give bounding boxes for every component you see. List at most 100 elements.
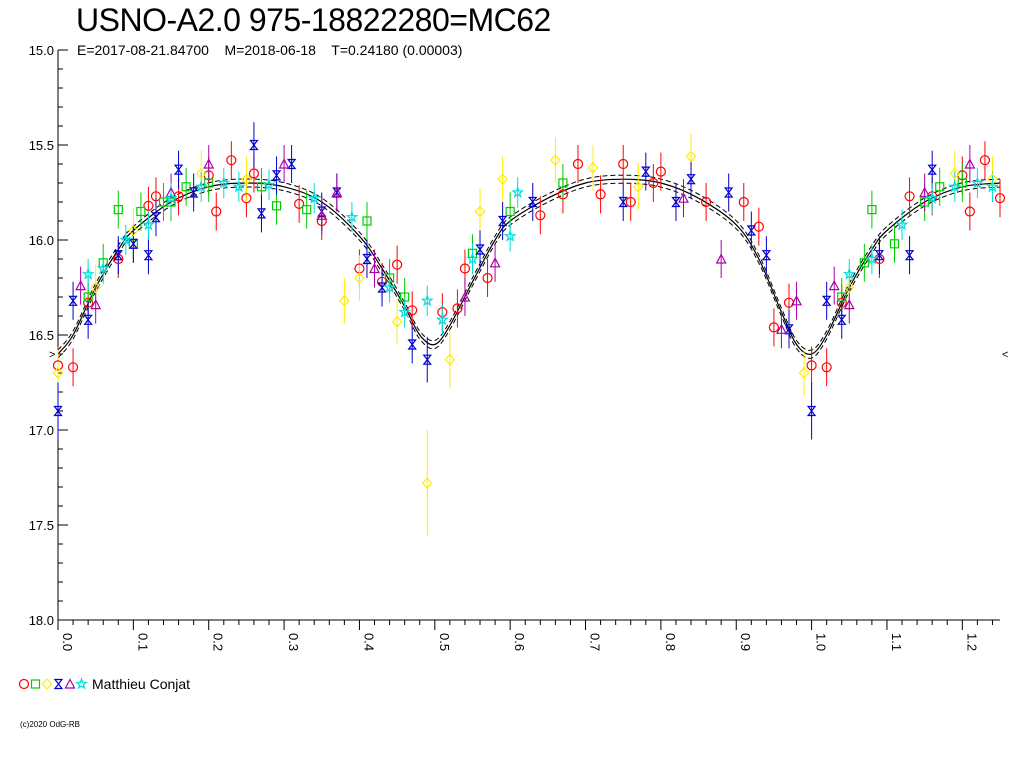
x-tick-label: 0.5 — [437, 633, 452, 651]
data-point-star — [503, 229, 517, 242]
data-point-square — [302, 205, 312, 215]
data-point-circle — [482, 272, 493, 284]
data-point-square — [920, 197, 930, 207]
data-point-triangle — [919, 186, 931, 198]
data-point-hourglass — [686, 174, 696, 185]
data-point-triangle — [278, 158, 290, 169]
data-point-triangle — [715, 253, 727, 264]
data-point-circle — [738, 196, 749, 208]
y-tick-label: 15.5 — [29, 138, 54, 153]
data-point-hourglass — [528, 196, 538, 208]
data-point-triangle — [843, 298, 855, 310]
data-point-circle — [452, 303, 463, 314]
data-point-diamond — [444, 353, 456, 366]
data-point-circle — [964, 206, 975, 217]
data-point-square — [558, 178, 568, 188]
data-point-hourglass — [497, 215, 508, 227]
data-point-triangle — [828, 279, 840, 291]
y-tick-label: 18.0 — [29, 613, 54, 628]
legend-symbol-square — [30, 679, 41, 689]
data-point-hourglass — [746, 225, 757, 236]
data-point-circle — [211, 206, 222, 217]
data-point-diamond — [632, 180, 644, 193]
data-point-hourglass — [83, 314, 93, 325]
data-point-square — [867, 205, 877, 215]
data-point-circle — [392, 259, 403, 270]
data-point-hourglass — [641, 166, 651, 177]
data-point-triangle — [369, 262, 381, 274]
data-point-square — [505, 206, 515, 217]
x-tick-label: 0.1 — [135, 633, 150, 651]
data-point-diamond — [128, 224, 139, 237]
data-point-hourglass — [143, 250, 154, 261]
data-point-circle — [904, 191, 915, 202]
data-point-square — [136, 206, 146, 217]
data-point-square — [181, 182, 191, 192]
data-point-star — [96, 261, 110, 275]
data-point-diamond — [843, 281, 855, 294]
x-tick-label: 1.1 — [889, 633, 904, 651]
model-curve-upper-bound — [57, 174, 1001, 351]
data-point-hourglass — [377, 282, 387, 293]
data-point-square — [166, 197, 176, 207]
data-point-circle — [459, 263, 471, 274]
data-point-square — [113, 205, 123, 215]
data-point-circle — [557, 189, 569, 200]
copyright-text: (c)2020 OdG-RB — [20, 720, 81, 729]
x-tick-label: 0.7 — [588, 633, 603, 651]
data-point-diamond — [685, 150, 697, 163]
data-point-star — [435, 313, 449, 326]
data-point-square — [362, 216, 372, 226]
data-point-hourglass — [271, 170, 282, 181]
legend-symbol-star — [75, 677, 88, 690]
data-point-star — [986, 180, 999, 193]
data-point-triangle — [316, 209, 328, 220]
data-point-circle — [437, 307, 448, 318]
chart-axes: 15.0 15.5 16.0 16.5 17.0 17.5 18.0 0.0 0.1 0.2 0.3… — [29, 43, 1000, 651]
data-point-hourglass — [422, 354, 432, 365]
data-point-diamond — [421, 477, 433, 490]
y-tick-label: 17.5 — [29, 518, 54, 533]
data-point-circle — [226, 155, 237, 166]
chart-title: USNO-A2.0 975-18822280=MC62 — [76, 2, 551, 38]
data-point-hourglass — [874, 250, 885, 261]
data-point-circle — [67, 362, 79, 373]
data-point-triangle — [775, 323, 787, 334]
data-point-diamond — [798, 367, 810, 379]
data-point-star — [232, 180, 246, 193]
data-point-diamond — [550, 154, 561, 167]
data-point-triangle — [791, 295, 803, 306]
data-point-circle — [150, 191, 162, 202]
data-point-diamond — [587, 161, 599, 174]
data-point-square — [889, 239, 900, 249]
data-point-star — [194, 180, 208, 193]
data-point-diamond — [391, 315, 403, 328]
data-point-hourglass — [128, 238, 139, 249]
data-point-star — [141, 218, 155, 231]
data-point-star — [81, 267, 95, 280]
data-point-hourglass — [173, 164, 184, 175]
chart-subtitle: E=2017-08-21.84700 M=2018-06-18 T=0.2418… — [77, 42, 463, 58]
data-point-hourglass — [761, 250, 772, 261]
data-point-square — [957, 178, 967, 188]
data-point-star — [398, 305, 412, 318]
data-point-diamond — [241, 173, 252, 186]
model-curve-line — [57, 178, 1001, 355]
data-point-diamond — [949, 167, 961, 180]
data-point-circle — [625, 196, 636, 208]
data-point-triangle — [331, 186, 343, 198]
data-point-circle — [836, 297, 847, 308]
data-point-square — [935, 182, 945, 192]
data-point-square — [400, 292, 410, 302]
legend-symbols — [18, 677, 88, 690]
data-point-circle — [821, 362, 832, 373]
data-point-circle — [294, 198, 305, 209]
data-point-star — [217, 176, 231, 189]
data-point-star — [119, 233, 133, 246]
edge-markers: > < — [49, 349, 1008, 361]
x-tick-label: 1.0 — [814, 633, 829, 651]
data-point-hourglass — [723, 187, 734, 198]
data-point-triangle — [489, 257, 501, 268]
data-point-circle — [768, 322, 780, 333]
